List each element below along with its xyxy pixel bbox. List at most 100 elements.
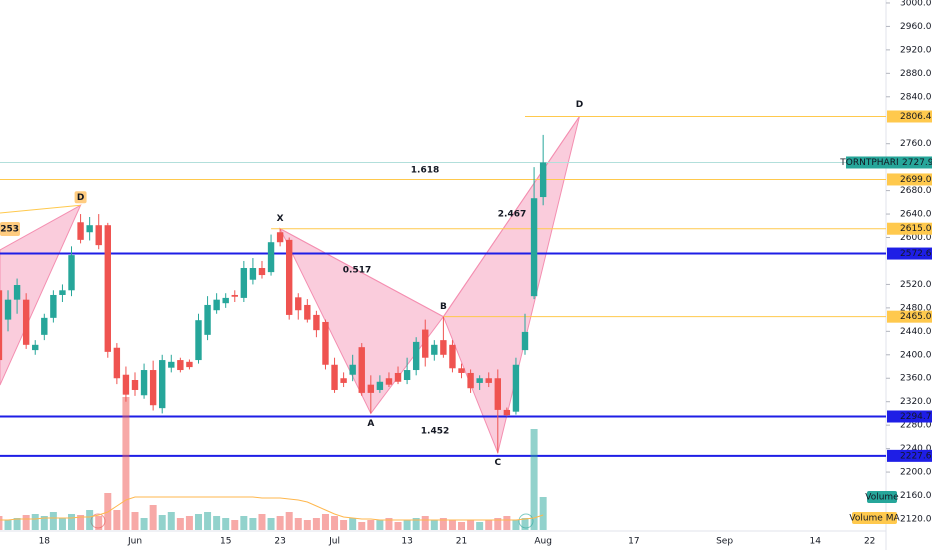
x-tick-label: 15: [220, 537, 231, 547]
candle-body: [394, 372, 402, 382]
price-label: 2615.00: [900, 224, 932, 234]
pattern-label-box: [0, 222, 20, 236]
candle-body: [512, 364, 520, 412]
candle-body: [86, 225, 93, 233]
harmonic-pattern: X A B C D 0.517 1.452 2.467 1.618 D 1.253: [0, 100, 583, 468]
x-tick-label: 22: [864, 537, 875, 547]
y-tick-label: 2880.00: [900, 69, 932, 79]
volume-bar: [49, 512, 57, 530]
volume-bar: [140, 518, 148, 530]
volume-bar: [458, 522, 466, 530]
volume-bar: [149, 505, 157, 530]
volume-bar: [31, 514, 39, 530]
candle-body: [204, 304, 211, 335]
volume-bar: [331, 516, 339, 530]
volume-bar: [494, 518, 502, 530]
pattern-ratio: 2.467: [498, 210, 526, 220]
candle-body: [449, 344, 456, 369]
legend-label: Volume: [865, 493, 899, 503]
volume-bar: [430, 520, 438, 530]
candle-body: [485, 378, 492, 383]
volume-bar: [185, 516, 193, 530]
candle-body: [267, 242, 275, 273]
candle-body: [95, 225, 102, 246]
legend-label: Volume MA: [849, 514, 900, 524]
volume-bar: [267, 518, 275, 530]
price-label-box: [887, 110, 932, 123]
candle-body: [422, 329, 429, 358]
price-label-box: [887, 247, 932, 260]
candle-body: [431, 344, 438, 355]
price-label: 2294.75: [900, 412, 932, 422]
volume-bar: [113, 510, 121, 530]
candle-body: [159, 360, 166, 409]
candle-body: [313, 314, 320, 331]
volume-bar: [467, 520, 475, 530]
volume-bar: [349, 518, 357, 530]
volume-bar: [194, 514, 202, 530]
volume-bar: [77, 515, 85, 530]
volume-bar: [521, 518, 529, 530]
candle-body: [322, 321, 329, 365]
candle-body: [231, 294, 238, 297]
volume-bar: [303, 520, 311, 530]
candle-body: [412, 341, 420, 371]
price-label: 2727.95: [902, 158, 932, 168]
y-tick-label: 2640.00: [900, 210, 932, 220]
price-label-box: [887, 222, 932, 235]
candle-body: [104, 225, 111, 352]
price-label: 2699.00: [900, 175, 932, 185]
candle-body: [494, 378, 501, 410]
volume-bar: [476, 522, 484, 530]
y-tick-label: 2120.00: [900, 514, 932, 524]
y-tick-label: 2680.00: [900, 186, 932, 196]
pattern-point-label: D: [77, 193, 84, 203]
volume-bar: [358, 522, 366, 530]
candle-body: [349, 364, 356, 375]
symbol-label: TORNTPHARM: [839, 158, 903, 168]
candle-body: [304, 304, 311, 320]
candle-body: [458, 368, 465, 373]
volume-bar: [131, 512, 139, 530]
candle-body: [13, 285, 21, 300]
y-tick-label: 2240.00: [900, 444, 932, 454]
price-label: 2572.65: [900, 249, 932, 259]
y-tick-label: 2960.00: [900, 22, 932, 32]
pattern-leg: [279, 228, 444, 318]
volume-bar: [22, 515, 30, 530]
volume-bar: [394, 522, 402, 530]
price-label: 2465.00: [900, 312, 932, 322]
candle-body: [22, 299, 30, 345]
volume-bar: [86, 510, 94, 530]
candle-body: [240, 268, 248, 298]
volume-bar: [176, 518, 184, 530]
candle-body: [249, 268, 257, 280]
x-tick-label: Jun: [127, 537, 142, 547]
x-tick-label: 13: [401, 537, 412, 547]
y-tick-label: 3000.00: [900, 0, 932, 8]
pattern-point-label: B: [440, 302, 447, 312]
price-label-box: [887, 449, 932, 462]
y-tick-label: 2400.00: [900, 350, 932, 360]
pattern-ratio: 1.618: [411, 166, 439, 176]
candle-body: [367, 384, 375, 393]
volume-bar: [122, 397, 130, 530]
candle-body: [340, 378, 347, 383]
candle-body: [376, 381, 384, 390]
candle-body: [4, 299, 12, 320]
candle-body: [222, 297, 229, 304]
x-tick-label: 23: [274, 537, 285, 547]
volume-bar: [258, 514, 266, 530]
volume-bar: [213, 516, 221, 530]
pattern-label-box: [74, 191, 87, 204]
candle-body: [59, 290, 66, 295]
pattern-triangle: [0, 204, 82, 386]
candle-body: [285, 239, 293, 315]
volume-bar: [376, 520, 384, 530]
volume-bar: [204, 512, 212, 530]
pattern-point-label: D: [576, 100, 583, 110]
volume-bar: [485, 520, 493, 530]
candle-body: [41, 317, 48, 335]
price-label-box: [887, 173, 932, 186]
